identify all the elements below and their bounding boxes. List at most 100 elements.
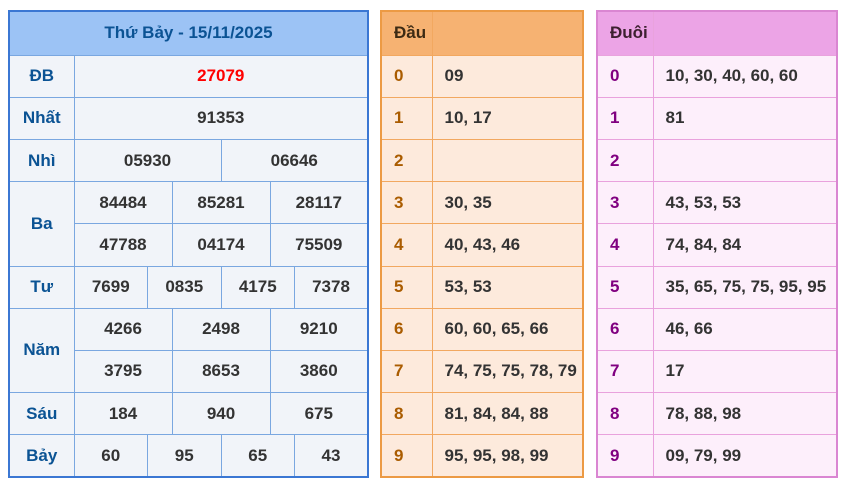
- prize-value: 7699: [73, 265, 148, 309]
- duoi-values: [652, 139, 838, 183]
- prize-label-sau: Sáu: [8, 392, 75, 436]
- duoi-row: 3 43, 53, 53: [596, 181, 838, 225]
- dau-digit: 7: [380, 349, 433, 394]
- prize-value: 9210: [269, 307, 369, 351]
- prize-label-nhat: Nhất: [8, 96, 75, 141]
- dau-values: 09: [431, 54, 584, 98]
- prize-value: 2498: [171, 307, 271, 351]
- prize-value: 06646: [220, 139, 369, 183]
- dau-digit: 2: [380, 139, 433, 183]
- duoi-values: 43, 53, 53: [652, 181, 838, 225]
- prize-row-ba-2: 47788 04174 75509: [9, 223, 369, 267]
- dau-values: [431, 139, 584, 183]
- prize-value: 47788: [73, 223, 173, 267]
- prize-value: 4266: [73, 307, 173, 351]
- dau-digit: 5: [380, 265, 433, 309]
- duoi-title: Đuôi: [596, 10, 654, 56]
- prize-row-nhat: Nhất 91353: [8, 96, 369, 141]
- dau-row: 1 10, 17: [380, 96, 584, 141]
- prize-value-nhat: 91353: [73, 96, 369, 141]
- duoi-table: Đuôi 0 10, 30, 40, 60, 60 1 81 2 3 43, 5…: [596, 10, 838, 478]
- duoi-row: 6 46, 66: [596, 307, 838, 351]
- dau-row: 2: [380, 139, 584, 183]
- dau-digit: 1: [380, 96, 433, 141]
- prize-label-bay: Bảy: [8, 434, 75, 478]
- dau-table: Đầu 0 09 1 10, 17 2 3 30, 35 4 40, 43, 4: [380, 10, 584, 478]
- duoi-values: 35, 65, 75, 75, 95, 95: [652, 265, 838, 309]
- dau-row: 6 60, 60, 65, 66: [380, 307, 584, 351]
- dau-values: 40, 43, 46: [431, 223, 584, 267]
- prize-value: 8653: [171, 349, 271, 394]
- duoi-digit: 3: [596, 181, 654, 225]
- duoi-values: 17: [652, 349, 838, 394]
- prize-row-nam-2: 3795 8653 3860: [9, 349, 369, 394]
- prize-label-nhi: Nhì: [8, 139, 75, 183]
- prize-row-ba-1: Ba 84484 85281 28117: [8, 181, 369, 267]
- prize-value: 184: [73, 392, 173, 436]
- duoi-digit: 7: [596, 349, 654, 394]
- duoi-values: 09, 79, 99: [652, 434, 838, 478]
- dau-row: 3 30, 35: [380, 181, 584, 225]
- dau-values: 53, 53: [431, 265, 584, 309]
- duoi-row: 2: [596, 139, 838, 183]
- prize-row-bay: Bảy 60 95 65 43: [8, 434, 369, 478]
- prize-value: 60: [73, 434, 148, 478]
- prize-value: 3860: [269, 349, 369, 394]
- dau-values: 74, 75, 75, 78, 79: [431, 349, 584, 394]
- dau-digit: 8: [380, 392, 433, 436]
- dau-row: 9 95, 95, 98, 99: [380, 434, 584, 478]
- dau-values: 95, 95, 98, 99: [431, 434, 584, 478]
- dau-header-spacer: [431, 10, 584, 56]
- dau-digit: 4: [380, 223, 433, 267]
- duoi-row: 8 78, 88, 98: [596, 392, 838, 436]
- dau-row: 4 40, 43, 46: [380, 223, 584, 267]
- prize-label-nam: Năm: [8, 307, 75, 394]
- prize-label-tu: Tư: [8, 265, 75, 309]
- prize-row-nhi: Nhì 05930 06646: [8, 139, 369, 183]
- prize-value: 95: [147, 434, 222, 478]
- prize-value: 43: [294, 434, 369, 478]
- duoi-values: 10, 30, 40, 60, 60: [652, 54, 838, 98]
- duoi-row: 7 17: [596, 349, 838, 394]
- prize-value: 75509: [269, 223, 369, 267]
- prize-value: 7378: [294, 265, 369, 309]
- duoi-digit: 6: [596, 307, 654, 351]
- dau-digit: 9: [380, 434, 433, 478]
- duoi-digit: 4: [596, 223, 654, 267]
- dau-values: 60, 60, 65, 66: [431, 307, 584, 351]
- prize-value: 65: [220, 434, 295, 478]
- dau-row: 7 74, 75, 75, 78, 79: [380, 349, 584, 394]
- duoi-row: 0 10, 30, 40, 60, 60: [596, 54, 838, 98]
- dau-digit: 0: [380, 54, 433, 98]
- duoi-row: 4 74, 84, 84: [596, 223, 838, 267]
- duoi-values: 81: [652, 96, 838, 141]
- duoi-values: 78, 88, 98: [652, 392, 838, 436]
- duoi-values: 46, 66: [652, 307, 838, 351]
- duoi-header-spacer: [652, 10, 838, 56]
- dau-digit: 6: [380, 307, 433, 351]
- duoi-digit: 9: [596, 434, 654, 478]
- duoi-digit: 5: [596, 265, 654, 309]
- dau-row: 5 53, 53: [380, 265, 584, 309]
- prize-value: 940: [171, 392, 271, 436]
- dau-values: 30, 35: [431, 181, 584, 225]
- prize-value: 3795: [73, 349, 173, 394]
- dau-row: 0 09: [380, 54, 584, 98]
- prize-value: 05930: [73, 139, 222, 183]
- prize-value: 0835: [147, 265, 222, 309]
- prize-value: 28117: [269, 181, 369, 225]
- duoi-row: 1 81: [596, 96, 838, 141]
- duoi-header-row: Đuôi: [596, 10, 838, 56]
- prize-label-ba: Ba: [8, 181, 75, 267]
- duoi-values: 74, 84, 84: [652, 223, 838, 267]
- dau-values: 81, 84, 84, 88: [431, 392, 584, 436]
- dau-digit: 3: [380, 181, 433, 225]
- dau-values: 10, 17: [431, 96, 584, 141]
- duoi-row: 5 35, 65, 75, 75, 95, 95: [596, 265, 838, 309]
- dau-header-row: Đầu: [380, 10, 584, 56]
- duoi-digit: 0: [596, 54, 654, 98]
- prize-row-sau: Sáu 184 940 675: [8, 392, 369, 436]
- prize-row-tu: Tư 7699 0835 4175 7378: [8, 265, 369, 309]
- results-table: Thứ Bảy - 15/11/2025 ĐB 27079 Nhất 91353…: [8, 10, 369, 478]
